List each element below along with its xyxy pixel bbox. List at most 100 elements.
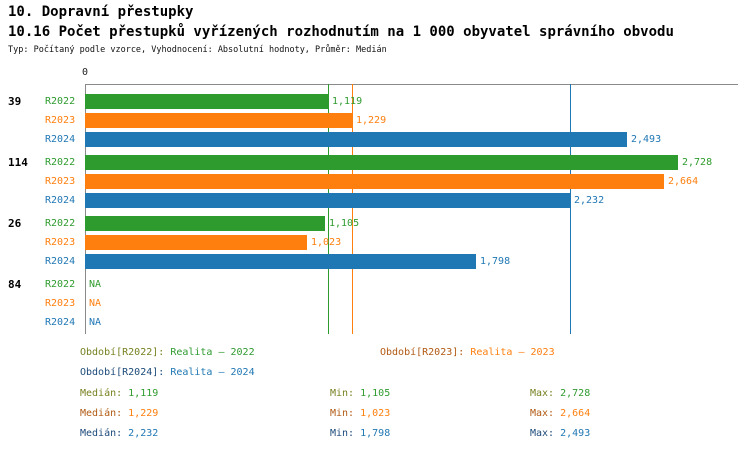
bar-value-label: 2,728	[682, 157, 713, 168]
bar-row: 26 R2022 1,105	[0, 214, 750, 233]
series-row-label: R2022	[45, 279, 76, 290]
bar-area: 1,229	[85, 111, 750, 130]
bar-value-label: 2,493	[631, 134, 662, 145]
legend-value: Realita – 2022	[170, 347, 255, 358]
bar-row: 114 R2022 2,728	[0, 153, 750, 172]
bar-area: 2,728	[85, 153, 750, 172]
bar-area: 1,105	[85, 214, 750, 233]
series-row-label: R2022	[45, 96, 76, 107]
bar-area: 1,023	[85, 233, 750, 252]
stat-value: 2,664	[560, 408, 591, 419]
bar	[85, 193, 570, 208]
stat-label: Medián:	[80, 428, 129, 439]
axis-left-line	[85, 84, 86, 334]
series-row-label: R2022	[45, 157, 76, 168]
bar-row: R2024 2,232	[0, 191, 750, 210]
bar-value-label: NA	[89, 279, 102, 290]
bar	[85, 155, 678, 170]
stat-value: 2,232	[128, 428, 159, 439]
bar	[85, 216, 325, 231]
series-row-label: R2023	[45, 115, 76, 126]
legend-label: Období[R2022]:	[80, 347, 171, 358]
bar	[85, 235, 307, 250]
page-title: 10. Dopravní přestupky	[8, 4, 194, 20]
axis-origin-label: 0	[81, 67, 89, 78]
stat-median: Medián: 1,229	[80, 408, 158, 419]
bar-value-label: 2,664	[668, 176, 699, 187]
bar-row: R2023 NA	[0, 294, 750, 313]
bar-group: 39 R2022 1,119 R2023 1,229 R2024 2,493	[0, 92, 750, 149]
stats-row-R2024: Medián: 2,232 Min: 1,798 Max: 2,493	[0, 428, 750, 442]
stats-row-R2023: Medián: 1,229 Min: 1,023 Max: 2,664	[0, 408, 750, 422]
stat-median: Medián: 1,119	[80, 388, 158, 399]
bar-value-label: 1,105	[329, 218, 360, 229]
bar	[85, 174, 664, 189]
bar-value-label: NA	[89, 298, 102, 309]
stat-label: Medián:	[80, 408, 129, 419]
stat-max: Max: 2,493	[530, 428, 590, 439]
bar-value-label: 1,229	[356, 115, 387, 126]
bar-area: NA	[85, 294, 750, 313]
stat-label: Max:	[530, 428, 561, 439]
series-row-label: R2023	[45, 237, 76, 248]
series-row-label: R2024	[45, 256, 76, 267]
series-row-label: R2024	[45, 317, 76, 328]
stat-label: Max:	[530, 388, 561, 399]
legend-item-R2022: Období[R2022]: Realita – 2022	[80, 347, 255, 358]
stat-value: 2,493	[560, 428, 591, 439]
stat-max: Max: 2,728	[530, 388, 590, 399]
bar-groups: 39 R2022 1,119 R2023 1,229 R2024 2,493 114 R2022…	[0, 92, 750, 336]
group-label: 114	[8, 156, 28, 169]
legend-item-R2023: Období[R2023]: Realita – 2023	[380, 347, 555, 358]
bar-area: 2,493	[85, 130, 750, 149]
bar-value-label: NA	[89, 317, 102, 328]
bar-value-label: 1,023	[311, 237, 342, 248]
legend-label: Období[R2024]:	[80, 367, 171, 378]
legend: Období[R2022]: Realita – 2022 Období[R202…	[0, 347, 750, 387]
stat-min: Min: 1,798	[330, 428, 390, 439]
bar-value-label: 1,119	[332, 96, 363, 107]
bar-group: 26 R2022 1,105 R2023 1,023 R2024 1,798	[0, 214, 750, 271]
stat-max: Max: 2,664	[530, 408, 590, 419]
group-label: 26	[8, 217, 22, 230]
bar-area: 1,119	[85, 92, 750, 111]
series-row-label: R2024	[45, 134, 76, 145]
bar-group: 84 R2022 NA R2023 NA R2024 NA	[0, 275, 750, 332]
bar-row: 39 R2022 1,119	[0, 92, 750, 111]
bar-area: 2,664	[85, 172, 750, 191]
stat-label: Min:	[330, 428, 361, 439]
bar-row: R2024 NA	[0, 313, 750, 332]
legend-item-R2024: Období[R2024]: Realita – 2024	[80, 367, 255, 378]
stat-value: 1,229	[128, 408, 159, 419]
bar	[85, 132, 627, 147]
stats-row-R2022: Medián: 1,119 Min: 1,105 Max: 2,728	[0, 388, 750, 402]
bar-area: NA	[85, 275, 750, 294]
stat-min: Min: 1,105	[330, 388, 390, 399]
legend-label: Období[R2023]:	[380, 347, 471, 358]
stat-label: Min:	[330, 388, 361, 399]
bar-row: R2024 2,493	[0, 130, 750, 149]
stat-value: 1,798	[360, 428, 391, 439]
stat-value: 1,023	[360, 408, 391, 419]
group-label: 39	[8, 95, 22, 108]
bar-area: NA	[85, 313, 750, 332]
bar-row: R2023 2,664	[0, 172, 750, 191]
bar-value-label: 2,232	[574, 195, 605, 206]
bar-area: 1,798	[85, 252, 750, 271]
bar-row: 84 R2022 NA	[0, 275, 750, 294]
indicator-subtitle: 10.16 Počet přestupků vyřízených rozhodn…	[8, 24, 674, 40]
axis-top-line	[85, 84, 738, 85]
stat-label: Min:	[330, 408, 361, 419]
legend-value: Realita – 2024	[170, 367, 255, 378]
bar	[85, 94, 328, 109]
stat-min: Min: 1,023	[330, 408, 390, 419]
bar-group: 114 R2022 2,728 R2023 2,664 R2024 2,232	[0, 153, 750, 210]
bar-value-label: 1,798	[480, 256, 511, 267]
series-row-label: R2023	[45, 298, 76, 309]
bar-row: R2023 1,229	[0, 111, 750, 130]
stat-label: Medián:	[80, 388, 129, 399]
indicator-type-line: Typ: Počítaný podle vzorce, Vyhodnocení:…	[8, 45, 387, 55]
series-row-label: R2023	[45, 176, 76, 187]
bar	[85, 254, 476, 269]
